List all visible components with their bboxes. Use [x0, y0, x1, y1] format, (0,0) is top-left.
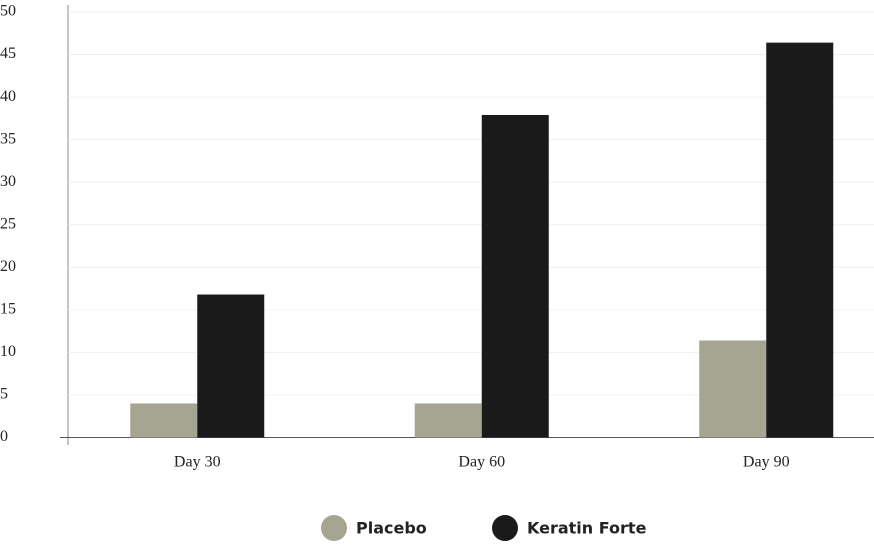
- bar: [766, 42, 834, 438]
- y-tick-label: 30: [0, 173, 16, 190]
- x-tick-label: Day 90: [743, 454, 790, 471]
- bar: [414, 403, 482, 438]
- y-tick-label: 5: [0, 386, 8, 403]
- x-tick-label: Day 30: [174, 454, 221, 471]
- y-tick-label: 25: [0, 215, 16, 232]
- x-tick-label: Day 60: [458, 454, 505, 471]
- legend-swatch: [492, 515, 518, 541]
- y-tick-label: 40: [0, 88, 16, 105]
- bar: [197, 294, 265, 438]
- y-tick-label: 15: [0, 301, 16, 318]
- bar: [130, 403, 198, 438]
- legend-label: Placebo: [356, 519, 427, 538]
- y-tick-label: 10: [0, 343, 16, 360]
- y-tick-label: 45: [0, 45, 16, 62]
- y-tick-label: 0: [0, 428, 8, 445]
- bar: [481, 114, 549, 438]
- y-tick-label: 35: [0, 130, 16, 147]
- bar: [699, 340, 767, 438]
- legend-label: Keratin Forte: [527, 519, 647, 538]
- y-tick-label: 50: [0, 3, 16, 20]
- legend-swatch: [321, 515, 347, 541]
- y-tick-label: 20: [0, 258, 16, 275]
